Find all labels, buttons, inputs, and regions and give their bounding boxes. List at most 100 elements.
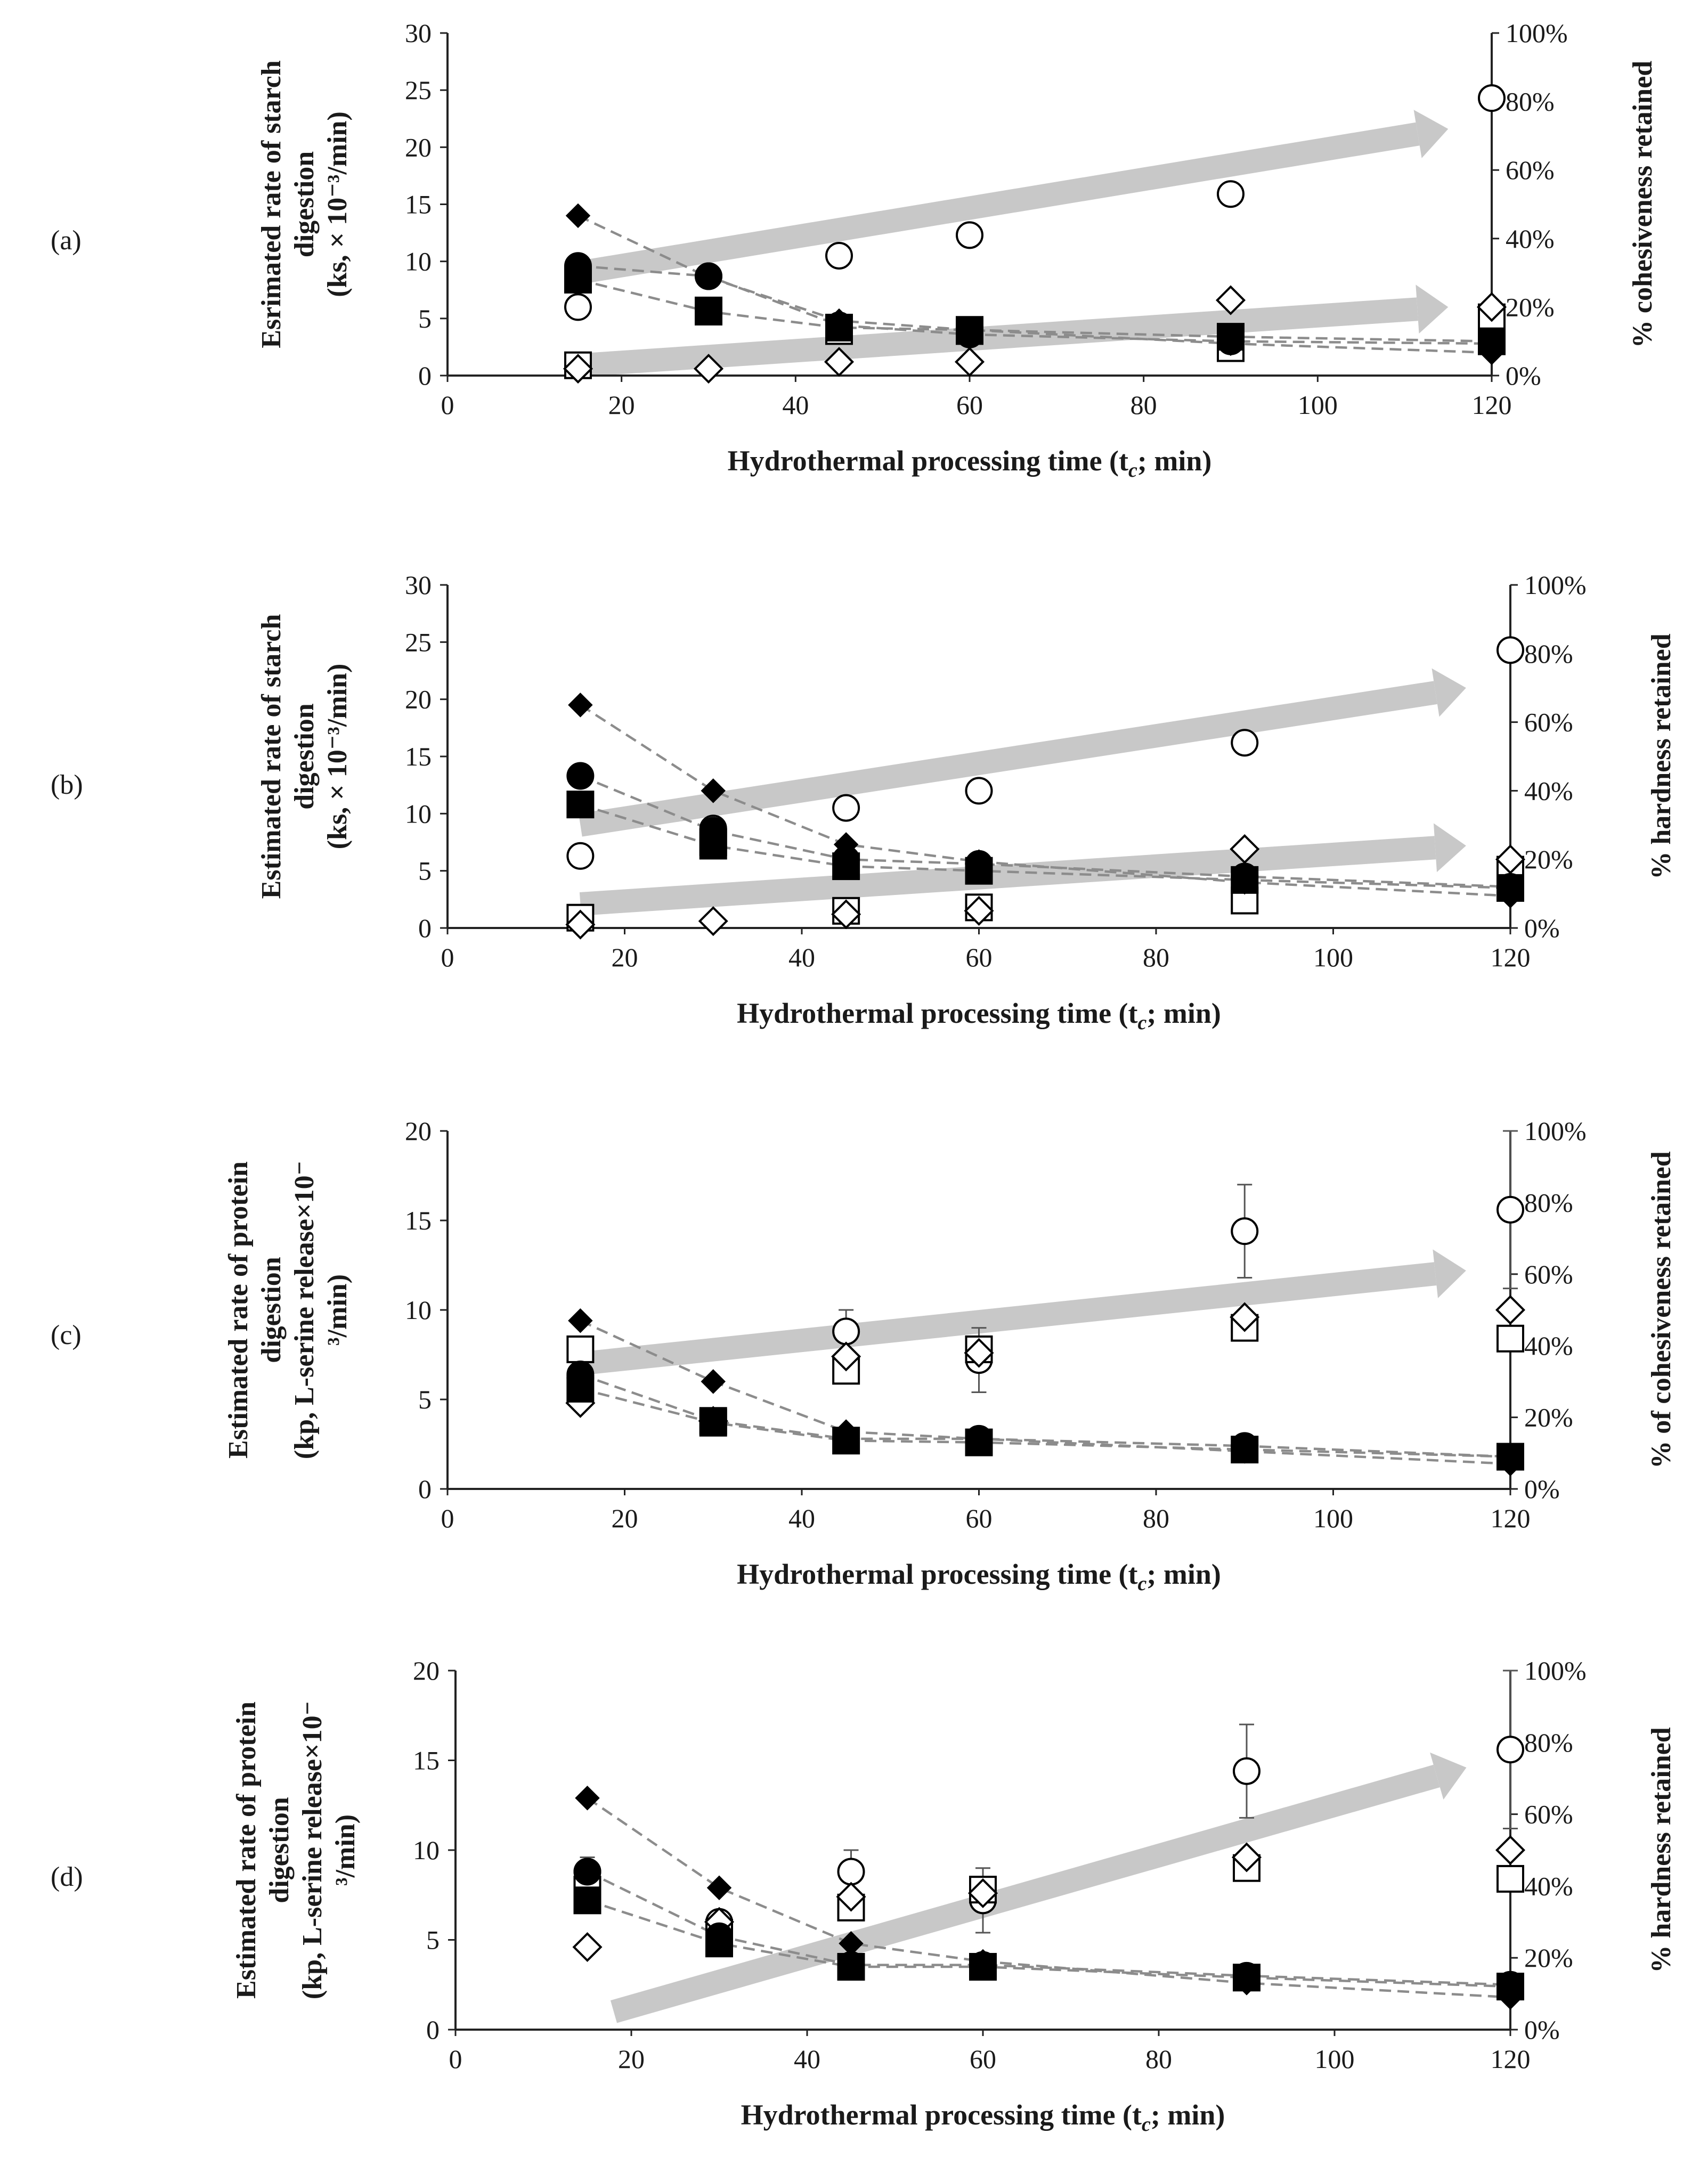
- y2-tick-label: 0%: [1524, 913, 1560, 943]
- trend-line: [587, 1797, 1511, 1999]
- data-point-circle-open: [1478, 84, 1506, 112]
- y2-tick-label: 100%: [1506, 18, 1568, 48]
- panel-label: (c): [51, 1320, 82, 1350]
- y2-tick-label: 80%: [1524, 1187, 1573, 1217]
- data-point-square-filled: [1231, 1436, 1259, 1464]
- x-tick-label: 20: [612, 1503, 638, 1533]
- y-tick-label: 0: [418, 1474, 432, 1504]
- x-tick-label: 40: [788, 942, 815, 972]
- panel-label: (b): [51, 770, 83, 800]
- data-point-circle-open: [564, 293, 592, 321]
- x-tick-label: 60: [966, 942, 993, 972]
- trend-arrow-head: [1432, 668, 1466, 717]
- data-point-square-filled: [1231, 866, 1259, 894]
- x-tick-label: 60: [966, 1503, 993, 1533]
- y2-tick-label: 20%: [1524, 844, 1573, 874]
- trend-arrow-head: [1430, 1752, 1467, 1800]
- y2-tick-label: 60%: [1524, 1259, 1573, 1289]
- y-tick-label: 15: [413, 1746, 440, 1776]
- trend-line: [578, 278, 1492, 343]
- data-point-square-filled: [1217, 323, 1245, 351]
- x-tick-label: 80: [1145, 2044, 1172, 2074]
- x-tick-label: 100: [1298, 390, 1338, 420]
- data-point-square-filled: [566, 791, 595, 819]
- y-tick-label: 10: [405, 1295, 432, 1325]
- data-point-square-filled: [1496, 1443, 1524, 1471]
- data-point-square-filled: [825, 313, 853, 341]
- y-tick-label: 20: [405, 132, 432, 162]
- x-tick-label: 120: [1491, 2044, 1531, 2074]
- data-point-circle-open: [837, 1858, 865, 1886]
- panel-label: (a): [51, 225, 82, 256]
- data-point-diamond-open: [1495, 1835, 1526, 1866]
- y2-tick-label: 0%: [1506, 361, 1541, 390]
- data-point-diamond-filled: [706, 1875, 732, 1900]
- data-point-square-filled: [837, 1953, 865, 1981]
- data-point-diamond-open: [836, 1882, 866, 1912]
- x-tick-label: 20: [608, 390, 635, 420]
- data-point-diamond-open: [572, 1932, 603, 1963]
- data-point-square-filled: [1478, 327, 1506, 355]
- y2-tick-label: 40%: [1506, 224, 1555, 254]
- y-tick-label: 20: [413, 1656, 440, 1686]
- data-point-circle-open: [1231, 729, 1259, 757]
- trend-arrow-shaft: [579, 836, 1436, 916]
- x-axis-title: Hydrothermal processing time (tc; min): [741, 2099, 1225, 2136]
- y2-axis-title: % of cohesiveness retained: [1646, 1151, 1677, 1469]
- x-tick-label: 0: [441, 942, 454, 972]
- chart-panel-c: (c) 0 20 40 60 80 100 120 0 5 10 15 20 0% 20% 40% 60% 80%…: [51, 1116, 1677, 1595]
- data-point-square-open: [1496, 1864, 1524, 1893]
- y2-axis-title: % cohesiveness retained: [1628, 61, 1658, 348]
- y-tick-label: 25: [405, 627, 432, 657]
- data-point-square-filled: [965, 1428, 993, 1456]
- y-axis-title-line: digestion: [289, 703, 320, 809]
- data-point-diamond-open: [1476, 292, 1507, 322]
- data-point-square-filled: [832, 1427, 860, 1455]
- y2-tick-label: 60%: [1524, 707, 1573, 737]
- chart-panel-a: (a) 0 20 40 60 80 100 120 0 5 10 15 20 25 30 0% 20% 40% 60…: [51, 18, 1658, 482]
- y2-tick-label: 20%: [1506, 292, 1555, 322]
- data-point-diamond-open: [824, 347, 855, 377]
- data-point-diamond-open: [1495, 844, 1526, 875]
- data-point-square-filled: [1233, 1964, 1260, 1992]
- y-axis-title-line: (kp, L-serine release×10⁻: [297, 1701, 328, 1999]
- y-tick-label: 30: [405, 570, 432, 600]
- y2-tick-label: 20%: [1524, 1943, 1573, 1973]
- y-tick-label: 10: [405, 799, 432, 828]
- y2-tick-label: 40%: [1524, 1871, 1573, 1901]
- y2-tick-label: 100%: [1524, 1116, 1587, 1146]
- x-tick-label: 120: [1491, 1503, 1531, 1533]
- data-point-square-filled: [695, 297, 722, 325]
- chart-panel-d: (d) 0 20 40 60 80 100 120 0 5 10 15 20 0% 20% 40% 60% 80%…: [51, 1656, 1677, 2136]
- data-point-square-filled: [1496, 1973, 1524, 2001]
- data-point-diamond-filled: [565, 203, 591, 229]
- chart-panel-b: (b) 0 20 40 60 80 100 120 0 5 10 15 20 25 30 0% 20% 40% 60…: [51, 570, 1677, 1034]
- trend-arrow-shaft: [610, 1764, 1440, 2023]
- x-axis-title: Hydrothermal processing time (tc; min): [728, 445, 1212, 482]
- trend-arrow-head: [1416, 284, 1449, 334]
- data-point-diamond-open: [698, 906, 728, 937]
- trend-line: [580, 704, 1511, 898]
- data-point-circle-open: [1233, 1757, 1260, 1785]
- data-point-circle-open: [1496, 1736, 1524, 1764]
- y-tick-label: 5: [418, 856, 432, 886]
- data-point-diamond-open: [563, 354, 593, 384]
- y2-tick-label: 40%: [1524, 776, 1573, 805]
- data-point-diamond-open: [954, 347, 985, 377]
- y-tick-label: 20: [405, 685, 432, 714]
- x-tick-label: 20: [612, 942, 638, 972]
- data-point-square-filled: [965, 857, 993, 885]
- y-axis-title-line: digestion: [256, 1257, 287, 1363]
- y2-tick-label: 20%: [1524, 1403, 1573, 1432]
- data-point-circle-open: [825, 241, 853, 270]
- y-axis-title-line: Esrimated rate of starch: [256, 60, 287, 348]
- y2-tick-label: 60%: [1506, 155, 1555, 185]
- x-tick-label: 80: [1143, 942, 1169, 972]
- data-point-circle-filled: [573, 1858, 601, 1886]
- data-point-diamond-filled: [568, 1308, 593, 1333]
- trend-line: [578, 214, 1492, 354]
- y-tick-label: 15: [405, 1206, 432, 1235]
- y2-tick-label: 100%: [1524, 1656, 1587, 1686]
- data-point-diamond-open: [1230, 1302, 1260, 1332]
